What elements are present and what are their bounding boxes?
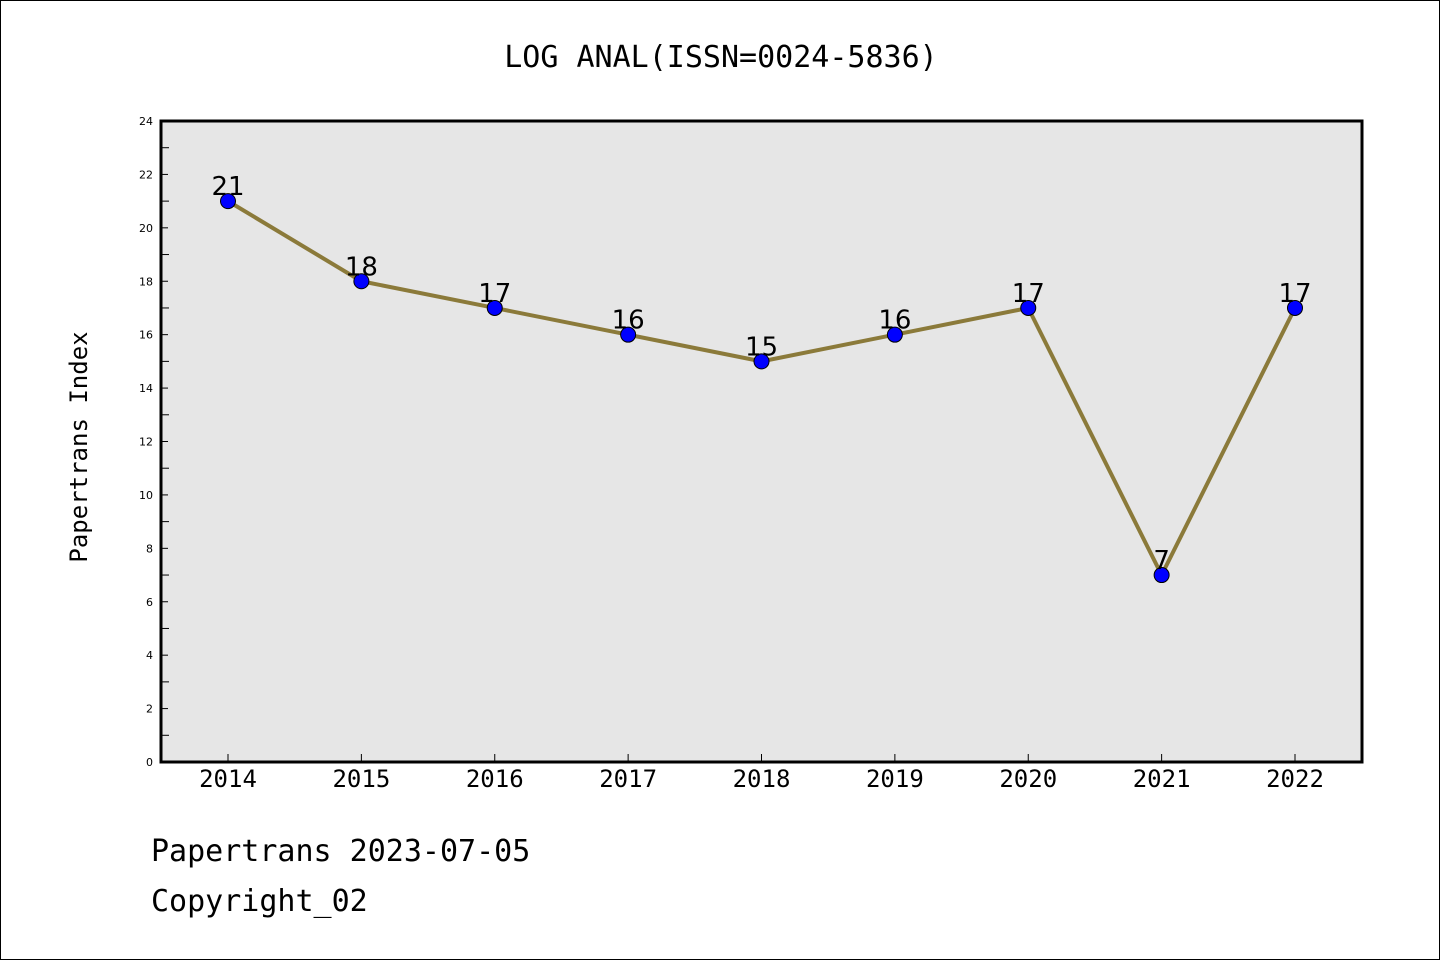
chart-title: LOG ANAL(ISSN=0024-5836): [504, 40, 937, 75]
data-label: 17: [1012, 279, 1045, 309]
data-point: [753, 353, 770, 370]
data-point: [620, 326, 637, 343]
y-tick-label: 0: [146, 756, 153, 769]
x-axis-ticks: 2014 2015 2016 2017 2018 2019 2020 2021 2022: [199, 754, 1324, 793]
data-point: [353, 273, 370, 290]
data-label: 17: [478, 279, 511, 309]
x-tick-label: 2018: [733, 765, 791, 793]
plot-border: [159, 119, 1364, 764]
y-tick-label: 18: [139, 275, 153, 288]
y-tick-label: 22: [139, 168, 153, 181]
footer-stamp: Papertrans 2023-07-05: [151, 834, 531, 869]
x-tick-label: 2022: [1266, 765, 1324, 793]
plot-area: [161, 121, 1362, 762]
y-axis-label: Papertrans Index: [65, 331, 93, 562]
x-tick-label: 2019: [866, 765, 924, 793]
x-tick-label: 2016: [466, 765, 524, 793]
series-layer: [220, 193, 1303, 584]
y-tick-label: 20: [139, 222, 153, 235]
data-labels-layer: 21 18 17 16 15 16 17 7 17: [211, 172, 1311, 576]
data-label: 16: [612, 306, 645, 336]
data-label: 16: [878, 306, 911, 336]
y-tick-label: 2: [146, 703, 153, 716]
y-tick-label: 6: [146, 596, 153, 609]
data-label: 21: [211, 172, 244, 202]
y-tick-label: 16: [139, 329, 153, 342]
data-label: 7: [1153, 546, 1170, 576]
x-tick-label: 2017: [599, 765, 657, 793]
data-label: 15: [745, 332, 778, 362]
y-tick-label: 4: [146, 649, 153, 662]
y-tick-label: 14: [139, 382, 153, 395]
data-label: 17: [1278, 279, 1311, 309]
data-label: 18: [345, 252, 378, 282]
data-point: [886, 326, 903, 343]
y-tick-label: 12: [139, 436, 153, 449]
x-tick-label: 2021: [1133, 765, 1191, 793]
y-tick-label: 8: [146, 542, 153, 555]
data-point: [1020, 299, 1037, 316]
x-tick-label: 2015: [332, 765, 390, 793]
data-point: [1287, 299, 1303, 316]
data-point: [486, 299, 503, 316]
data-point: [220, 193, 236, 210]
x-tick-label: 2020: [999, 765, 1057, 793]
x-tick-label: 2014: [199, 765, 257, 793]
footer-copyright: Copyright_02: [151, 884, 368, 919]
data-point: [1153, 567, 1170, 584]
y-tick-label: 10: [139, 489, 153, 502]
y-tick-label: 24: [139, 115, 153, 128]
